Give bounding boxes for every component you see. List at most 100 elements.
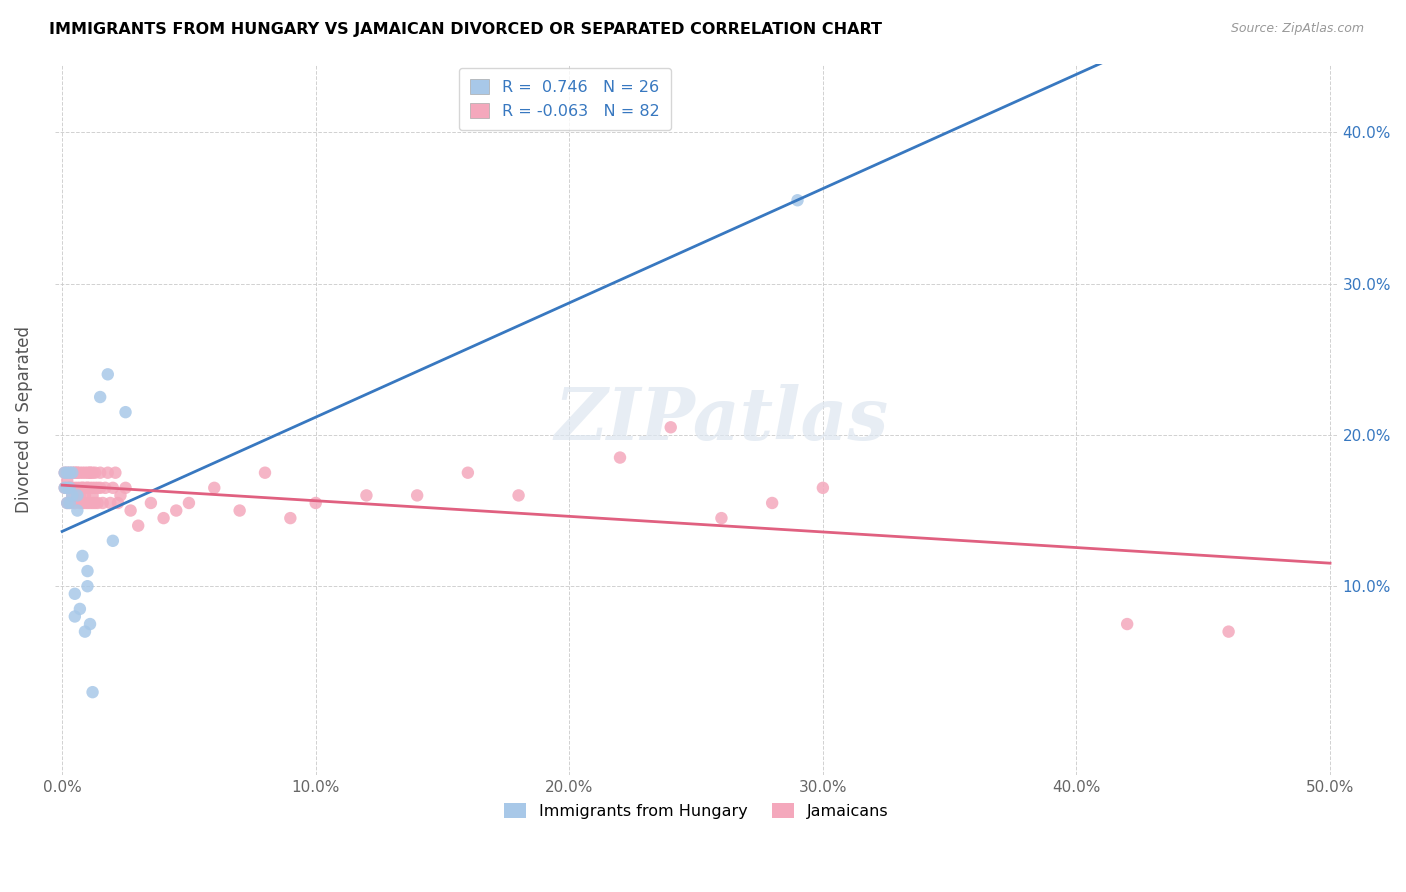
Point: [69, 488, 91, 502]
Y-axis label: Divorced or Separated: Divorced or Separated: [15, 326, 32, 513]
Point: [73, 496, 96, 510]
Point: [139, 496, 162, 510]
Point: [53, 466, 76, 480]
Point: [79, 466, 101, 480]
Point: [63, 466, 86, 480]
Point: [786, 194, 808, 208]
Point: [76, 564, 98, 578]
Point: [66, 466, 89, 480]
Point: [177, 496, 200, 510]
Point: [76, 481, 98, 495]
Point: [69, 481, 91, 495]
Point: [72, 466, 94, 480]
Point: [406, 488, 429, 502]
Point: [305, 496, 328, 510]
Point: [76, 579, 98, 593]
Point: [120, 503, 142, 517]
Point: [63, 466, 86, 480]
Point: [82, 466, 104, 480]
Point: [53, 481, 76, 495]
Point: [457, 466, 479, 480]
Point: [63, 587, 86, 601]
Point: [63, 609, 86, 624]
Point: [79, 481, 101, 495]
Point: [710, 511, 733, 525]
Point: [72, 549, 94, 563]
Point: [56, 496, 79, 510]
Point: [63, 481, 86, 495]
Point: [79, 496, 101, 510]
Point: [63, 496, 86, 510]
Point: [60, 466, 83, 480]
Point: [79, 466, 101, 480]
Point: [72, 481, 94, 495]
Point: [66, 488, 89, 502]
Point: [86, 496, 108, 510]
Point: [127, 518, 149, 533]
Point: [761, 496, 783, 510]
Point: [56, 466, 79, 480]
Point: [73, 624, 96, 639]
Point: [97, 466, 120, 480]
Point: [84, 496, 107, 510]
Point: [356, 488, 378, 502]
Point: [659, 420, 682, 434]
Point: [66, 503, 89, 517]
Point: [60, 466, 83, 480]
Point: [253, 466, 276, 480]
Point: [152, 511, 174, 525]
Point: [82, 685, 104, 699]
Point: [86, 481, 108, 495]
Point: [82, 488, 104, 502]
Text: IMMIGRANTS FROM HUNGARY VS JAMAICAN DIVORCED OR SEPARATED CORRELATION CHART: IMMIGRANTS FROM HUNGARY VS JAMAICAN DIVO…: [49, 22, 882, 37]
Point: [69, 466, 91, 480]
Point: [97, 368, 120, 382]
Point: [59, 481, 82, 495]
Point: [280, 511, 302, 525]
Point: [53, 466, 76, 480]
Point: [114, 405, 136, 419]
Point: [66, 481, 89, 495]
Point: [84, 481, 107, 495]
Point: [89, 481, 111, 495]
Point: [76, 481, 98, 495]
Point: [59, 466, 82, 480]
Point: [91, 496, 114, 510]
Point: [89, 390, 111, 404]
Point: [107, 496, 129, 510]
Point: [66, 488, 89, 502]
Point: [609, 450, 631, 465]
Point: [94, 481, 117, 495]
Point: [228, 503, 250, 517]
Point: [59, 481, 82, 495]
Point: [56, 481, 79, 495]
Point: [508, 488, 530, 502]
Point: [1116, 617, 1139, 632]
Point: [811, 481, 834, 495]
Point: [202, 481, 225, 495]
Point: [110, 488, 132, 502]
Point: [76, 466, 98, 480]
Point: [60, 481, 83, 495]
Point: [69, 496, 91, 510]
Point: [1218, 624, 1240, 639]
Point: [59, 466, 82, 480]
Point: [89, 466, 111, 480]
Point: [69, 602, 91, 616]
Text: Source: ZipAtlas.com: Source: ZipAtlas.com: [1230, 22, 1364, 36]
Point: [59, 496, 82, 510]
Point: [59, 496, 82, 510]
Point: [98, 496, 121, 510]
Point: [56, 496, 79, 510]
Point: [101, 533, 124, 548]
Point: [72, 496, 94, 510]
Point: [73, 466, 96, 480]
Point: [72, 481, 94, 495]
Point: [56, 473, 79, 487]
Point: [84, 466, 107, 480]
Point: [165, 503, 187, 517]
Point: [73, 481, 96, 495]
Point: [76, 496, 98, 510]
Point: [56, 466, 79, 480]
Text: ZIPatlas: ZIPatlas: [555, 384, 889, 455]
